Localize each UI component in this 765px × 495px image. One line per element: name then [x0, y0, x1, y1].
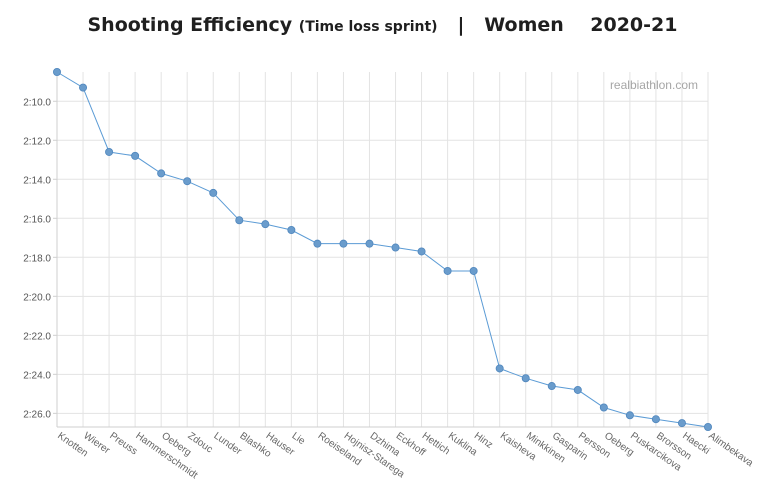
watermark: realbiathlon.com	[610, 78, 698, 92]
x-tick-label: Preuss	[107, 430, 139, 457]
data-point[interactable]	[131, 151, 140, 160]
data-point[interactable]	[157, 169, 166, 178]
data-point[interactable]	[495, 364, 504, 373]
data-point[interactable]	[443, 266, 452, 275]
y-tick-label: 2:14.0	[23, 175, 51, 186]
title-separator: |	[457, 14, 465, 36]
chart-title: Shooting Efficiency (Time loss sprint) |…	[0, 14, 765, 36]
y-tick-label: 2:24.0	[23, 370, 51, 381]
y-tick-label: 2:10.0	[23, 97, 51, 108]
x-tick-label: Lie	[290, 430, 308, 447]
x-tick-label: Lunder	[212, 430, 244, 457]
title-main: Shooting Efficiency	[87, 14, 293, 36]
y-tick-label: 2:16.0	[23, 214, 51, 225]
data-point[interactable]	[365, 239, 374, 248]
title-group: Women	[484, 14, 564, 36]
data-point[interactable]	[547, 382, 556, 391]
data-point[interactable]	[651, 415, 660, 424]
data-point[interactable]	[53, 68, 62, 77]
title-season: 2020-21	[590, 14, 678, 36]
data-point[interactable]	[79, 83, 88, 92]
data-point[interactable]	[183, 177, 192, 186]
data-point[interactable]	[235, 216, 244, 225]
data-point[interactable]	[391, 243, 400, 252]
data-point[interactable]	[261, 220, 270, 229]
grid-lines	[56, 72, 709, 427]
data-point[interactable]	[417, 247, 426, 256]
x-tick-labels: KnottenWiererPreussHammerschmidtOebergZd…	[55, 430, 755, 481]
data-point[interactable]	[313, 239, 322, 248]
data-point[interactable]	[105, 147, 114, 156]
y-tick-labels: 2:10.0 2:12.0 2:14.0 2:16.0 2:18.0 2:20.0 2:22…	[23, 97, 57, 420]
data-point[interactable]	[573, 385, 582, 394]
y-tick-label: 2:18.0	[23, 253, 51, 264]
data-point[interactable]	[625, 411, 634, 420]
data-point[interactable]	[521, 374, 530, 383]
data-point[interactable]	[287, 225, 296, 234]
data-point[interactable]	[704, 422, 713, 431]
data-points	[53, 68, 713, 431]
series-line	[56, 71, 709, 428]
y-tick-label: 2:22.0	[23, 331, 51, 342]
data-point[interactable]	[599, 403, 608, 412]
data-point[interactable]	[209, 188, 218, 197]
x-tick-label: Alimbekava	[706, 430, 755, 469]
data-point[interactable]	[469, 266, 478, 275]
y-tick-label: 2:20.0	[23, 292, 51, 303]
axes	[56, 68, 708, 428]
y-tick-label: 2:26.0	[23, 409, 51, 420]
title-subtitle: (Time loss sprint)	[298, 19, 438, 35]
data-point[interactable]	[677, 419, 686, 428]
data-point[interactable]	[339, 239, 348, 248]
y-tick-label: 2:12.0	[23, 136, 51, 147]
